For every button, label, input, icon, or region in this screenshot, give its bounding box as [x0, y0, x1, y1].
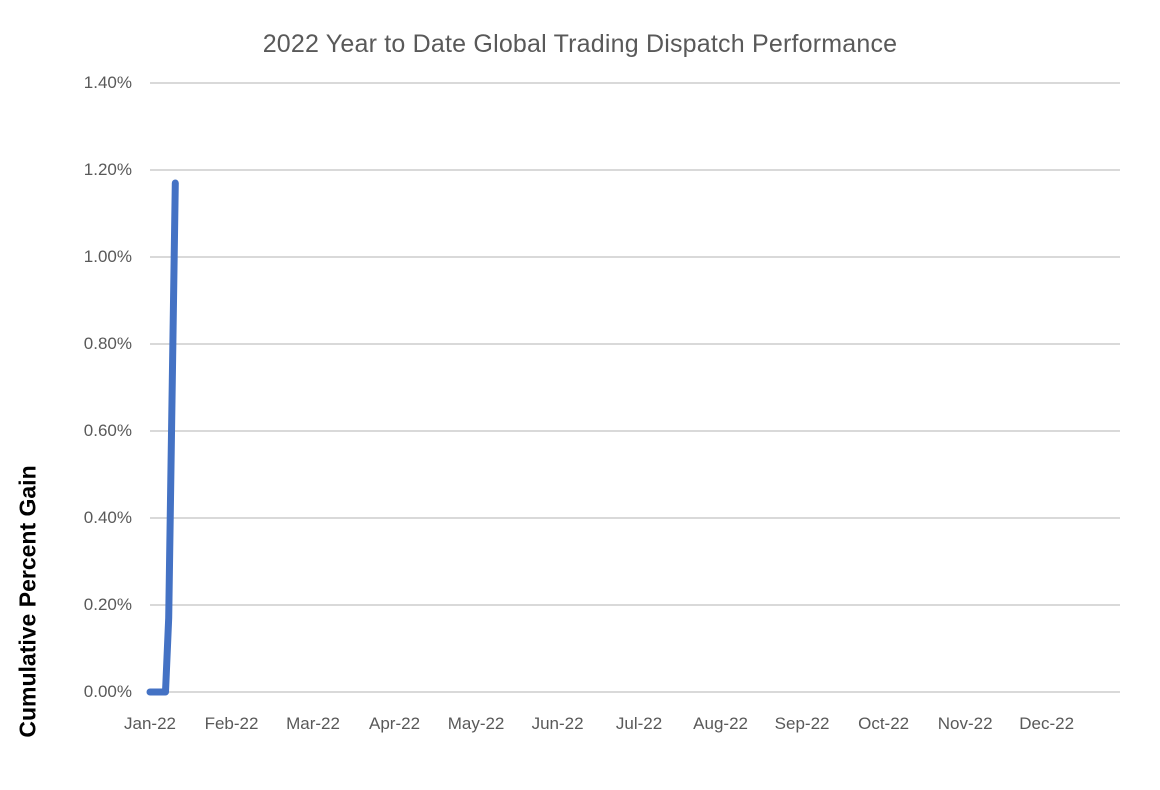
y-tick-label: 0.20% — [83, 595, 132, 614]
y-tick-label: 1.00% — [83, 247, 132, 266]
y-tick-label: 0.60% — [83, 421, 132, 440]
x-tick-label: Dec-22 — [1019, 714, 1075, 733]
y-tick-label: 0.00% — [83, 682, 132, 701]
x-tick-label: Feb-22 — [204, 714, 259, 733]
chart-title: 2022 Year to Date Global Trading Dispatc… — [262, 30, 898, 58]
y-tick-label: 0.40% — [83, 508, 132, 527]
x-tick-label: Oct-22 — [858, 714, 910, 733]
y-tick-label: 1.40% — [83, 73, 132, 92]
x-tick-label: Jun-22 — [531, 714, 584, 733]
x-tick-label: May-22 — [447, 714, 505, 733]
y-tick-label: 0.80% — [83, 334, 132, 353]
x-tick-label: Sep-22 — [774, 714, 830, 733]
x-tick-label: Apr-22 — [369, 714, 421, 733]
performance-line — [146, 179, 179, 696]
x-tick-label: Jul-22 — [615, 714, 663, 733]
x-tick-label: Nov-22 — [937, 714, 993, 733]
y-tick-label: 1.20% — [83, 160, 132, 179]
x-tick-label: Jan-22 — [124, 714, 176, 733]
x-tick-label: Mar-22 — [286, 714, 340, 733]
x-tick-label: Aug-22 — [693, 714, 748, 733]
